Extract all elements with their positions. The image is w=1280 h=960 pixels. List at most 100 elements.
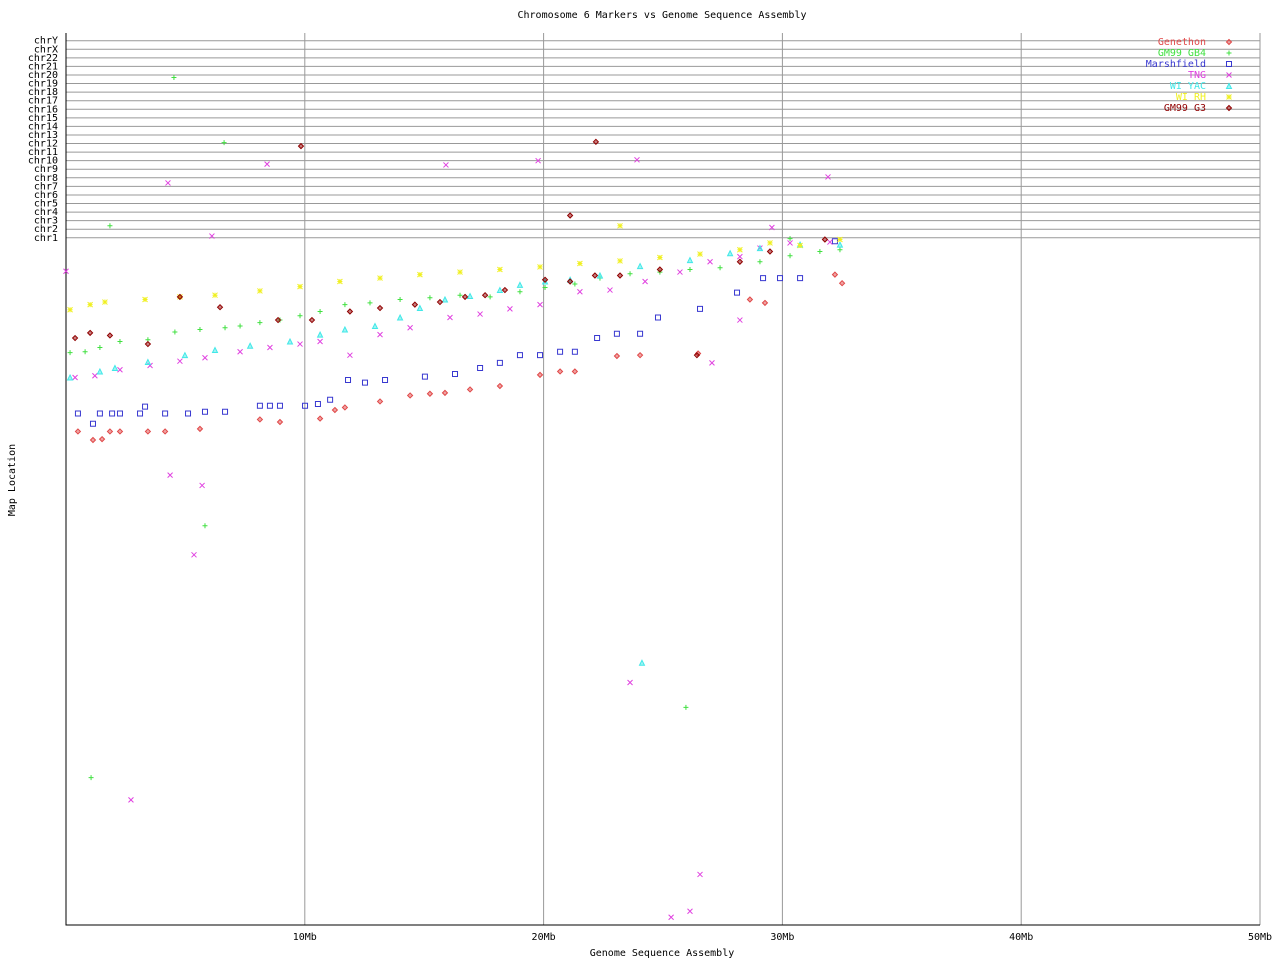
- point: [407, 324, 413, 331]
- y-tick-label: chr12: [28, 139, 58, 150]
- point: [397, 296, 403, 302]
- point: [571, 348, 578, 355]
- point: [167, 472, 173, 478]
- point: [382, 377, 389, 384]
- legend-marker: [1226, 72, 1232, 78]
- point: [331, 406, 339, 414]
- point: [457, 292, 463, 298]
- y-tick-label: chr13: [28, 130, 58, 141]
- point: [452, 371, 459, 378]
- point: [596, 271, 604, 279]
- point: [172, 329, 178, 335]
- point: [191, 551, 197, 558]
- point: [276, 402, 283, 409]
- point: [636, 262, 644, 270]
- point: [107, 223, 113, 229]
- point: [516, 281, 524, 288]
- point: [634, 156, 640, 163]
- point: [541, 276, 549, 283]
- point: [817, 249, 823, 255]
- y-tick-label: chr8: [34, 173, 58, 184]
- point: [507, 306, 513, 312]
- point: [97, 344, 103, 350]
- point: [197, 326, 203, 332]
- point: [642, 278, 648, 285]
- y-tick-label: chr16: [28, 104, 58, 115]
- point: [447, 314, 453, 321]
- y-tick-label: chr3: [34, 216, 58, 227]
- point: [297, 313, 303, 319]
- point: [417, 271, 423, 278]
- point: [317, 308, 323, 314]
- y-axis-label: Map Location: [7, 444, 18, 516]
- point: [297, 142, 305, 150]
- point: [496, 382, 504, 390]
- point: [654, 314, 661, 321]
- point: [371, 322, 379, 330]
- point: [592, 138, 600, 146]
- point: [537, 264, 543, 270]
- point: [267, 344, 273, 351]
- point: [769, 224, 775, 231]
- point: [536, 371, 544, 379]
- point: [497, 266, 503, 273]
- point: [668, 914, 674, 921]
- legend-marker: [1225, 82, 1233, 89]
- point: [756, 244, 764, 252]
- point: [797, 242, 803, 249]
- point: [196, 425, 204, 433]
- point: [86, 329, 94, 337]
- point: [211, 346, 219, 354]
- y-tick-label: chr6: [34, 190, 58, 201]
- y-tick-label: chr9: [34, 164, 58, 175]
- point: [181, 351, 189, 359]
- y-tick-label: chr7: [34, 181, 58, 192]
- y-tick-label: chr20: [28, 70, 58, 81]
- point: [406, 392, 414, 399]
- point: [212, 292, 218, 299]
- point: [162, 410, 169, 417]
- point: [496, 359, 503, 366]
- point: [222, 325, 228, 331]
- point: [216, 303, 224, 311]
- legend-marker: [1226, 50, 1232, 56]
- point: [613, 330, 620, 337]
- point: [616, 272, 624, 279]
- point: [466, 386, 474, 393]
- point: [199, 482, 205, 489]
- point: [693, 351, 701, 359]
- point: [767, 240, 773, 246]
- x-tick-label: 40Mb: [1009, 932, 1033, 943]
- point: [316, 330, 324, 338]
- point: [116, 428, 124, 435]
- point: [821, 236, 829, 243]
- point: [736, 258, 744, 265]
- chart-title: Chromosome 6 Markers vs Genome Sequence …: [518, 10, 807, 21]
- y-tick-label: chr15: [28, 113, 58, 124]
- point: [557, 348, 564, 355]
- point: [82, 349, 88, 355]
- y-tick-label: chr19: [28, 79, 58, 90]
- point: [316, 415, 324, 422]
- point: [556, 368, 564, 375]
- point: [342, 302, 348, 308]
- point: [177, 358, 183, 365]
- point: [838, 279, 846, 287]
- point: [516, 352, 523, 359]
- point: [297, 341, 303, 347]
- point: [477, 365, 484, 372]
- point: [686, 256, 694, 264]
- point: [577, 260, 583, 267]
- point: [831, 238, 838, 245]
- point: [636, 351, 644, 359]
- point: [142, 296, 148, 303]
- point: [461, 293, 469, 301]
- point: [787, 253, 793, 259]
- point: [836, 241, 844, 248]
- point: [314, 401, 321, 408]
- point: [87, 301, 93, 308]
- point: [436, 298, 444, 306]
- point: [256, 416, 264, 423]
- point: [202, 354, 208, 361]
- point: [726, 249, 734, 257]
